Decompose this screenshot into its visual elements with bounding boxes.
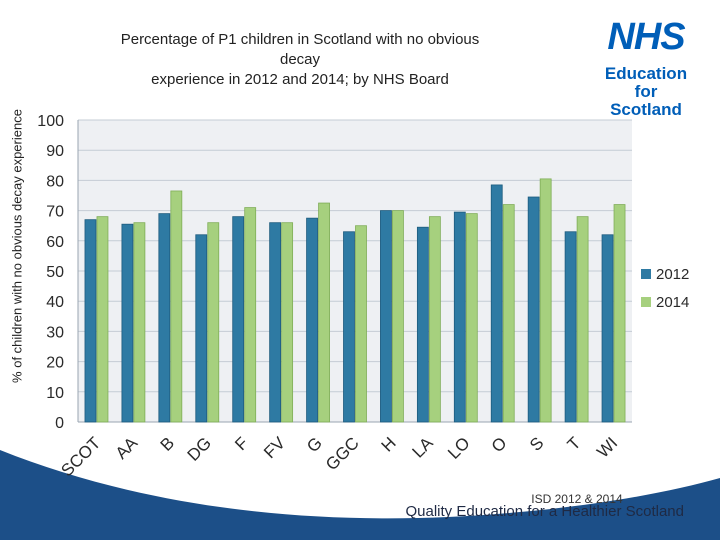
x-tick-label: AA [112, 433, 142, 463]
bar-2012-H [380, 210, 392, 423]
x-tick-label: LA [409, 433, 438, 462]
chart-title-line-2: experience in 2012 and 2014; by NHS Boar… [151, 71, 449, 88]
y-tick-label: 90 [46, 143, 64, 160]
bar-2012-G [306, 217, 318, 423]
logo-text-line-3: Scotland [610, 100, 682, 119]
legend-label-2012: 2012 [656, 266, 689, 283]
legend-label-2014: 2014 [656, 294, 689, 311]
x-tick-label: H [378, 433, 400, 455]
bar-2014-H [392, 210, 404, 423]
nhs-logo-mark: NHS [607, 16, 685, 58]
bar-2012-O [490, 184, 503, 423]
bar-2014-G [318, 202, 330, 423]
logo-text-line-2: for [634, 82, 658, 101]
y-tick-label: 60 [46, 234, 64, 251]
bar-2014-SCOT [96, 216, 109, 423]
y-tick-label: 100 [37, 113, 64, 130]
bar-2014-FV [281, 222, 294, 423]
bar-2014-AA [133, 222, 146, 423]
bar-2012-LO [453, 211, 466, 423]
chart-title: Percentage of P1 children in Scotland wi… [100, 30, 500, 90]
x-tick-label: F [231, 433, 252, 454]
y-tick-label: 50 [46, 264, 64, 281]
bar-2014-S [539, 178, 552, 423]
bar-2012-FV [269, 222, 282, 423]
bar-2014-O [502, 204, 515, 423]
x-tick-label: LO [444, 433, 473, 462]
x-tick-label: SCOT [57, 433, 104, 480]
x-tick-label: O [488, 433, 511, 456]
bar-2012-T [564, 231, 577, 423]
y-tick-label: 10 [46, 385, 64, 402]
x-tick-label: DG [184, 433, 215, 464]
bar-2014-DG [207, 222, 220, 423]
y-tick-label: 20 [46, 355, 64, 372]
x-tick-label: FV [260, 433, 289, 462]
bar-2012-B [158, 213, 171, 423]
y-tick-label: 0 [55, 415, 64, 432]
source-note: ISD 2012 & 2014 [531, 492, 623, 506]
y-tick-label: 40 [46, 294, 64, 311]
chart-title-line-1: Percentage of P1 children in Scotland wi… [120, 31, 480, 68]
footer-tagline: Quality Education for a Healthier Scotla… [405, 503, 685, 520]
footer-wave [0, 450, 720, 540]
legend-swatch-2012 [641, 269, 651, 279]
bar-2012-GGC [343, 231, 355, 423]
bar-2012-LA [416, 226, 429, 423]
y-tick-label: 80 [46, 173, 64, 190]
bar-2014-GGC [355, 225, 367, 423]
bar-2012-S [527, 196, 540, 423]
bar-2014-WI [613, 204, 626, 423]
bar-2014-F [244, 207, 257, 423]
bar-2012-AA [121, 223, 134, 423]
logo-text-line-1: Education [604, 64, 688, 83]
x-tick-label: T [564, 433, 585, 454]
y-tick-label: 70 [46, 204, 64, 221]
nhs-education-logo: NHS Education for Scotland [598, 14, 694, 119]
legend-swatch-2014 [641, 297, 651, 307]
bar-2012-DG [195, 234, 208, 423]
bar-2012-WI [601, 234, 614, 423]
bar-2014-LO [465, 213, 478, 423]
x-tick-label: G [303, 433, 326, 456]
x-tick-label: B [157, 433, 178, 454]
y-tick-label: 30 [46, 324, 64, 341]
x-tick-label: WI [593, 433, 621, 461]
x-tick-label: S [526, 433, 547, 454]
bar-2014-T [576, 216, 589, 423]
bar-2014-LA [428, 216, 441, 423]
bar-2012-SCOT [84, 219, 97, 423]
bar-2012-F [232, 216, 245, 423]
bar-2014-B [170, 190, 183, 423]
x-tick-label: GGC [322, 433, 363, 474]
